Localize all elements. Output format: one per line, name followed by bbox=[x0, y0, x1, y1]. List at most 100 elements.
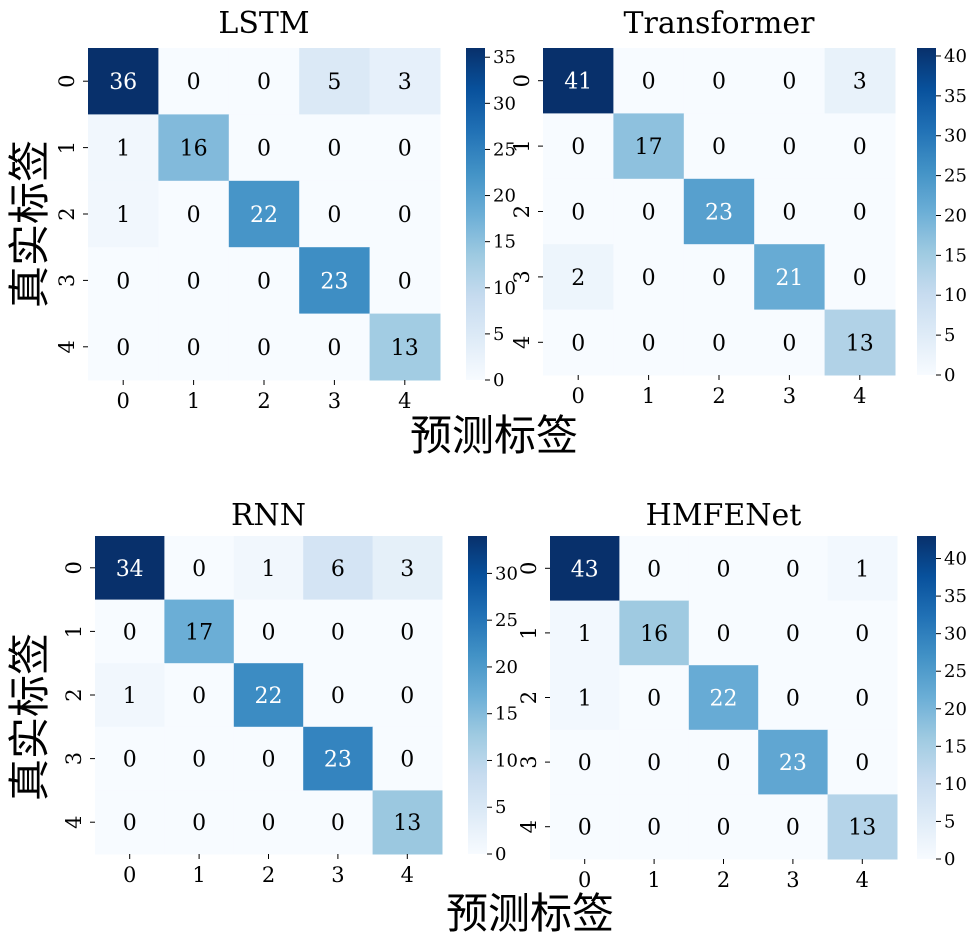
heatmap-cell bbox=[228, 247, 300, 315]
cell-value-label: 0 bbox=[257, 137, 271, 162]
x-tick-label: 2 bbox=[262, 863, 275, 887]
cell-value-label: 0 bbox=[571, 201, 585, 226]
cell-value-label: 0 bbox=[398, 203, 412, 228]
y-tick-label: 1 bbox=[517, 626, 541, 639]
heatmap-cell bbox=[550, 536, 620, 602]
heatmap-cell bbox=[754, 113, 826, 180]
y-tick-label: 0 bbox=[510, 74, 534, 87]
cell-value-label: 0 bbox=[786, 816, 800, 841]
colorbar-tick-label: 0 bbox=[944, 365, 955, 386]
y-tick-label: 3 bbox=[62, 752, 86, 765]
heatmap-cell bbox=[372, 599, 443, 664]
cell-value-label: 13 bbox=[846, 331, 874, 356]
heatmap-cell bbox=[228, 114, 300, 182]
cell-value-label: 1 bbox=[578, 622, 592, 647]
colorbar-tick-label: 20 bbox=[493, 186, 516, 207]
cell-value-label: 41 bbox=[564, 70, 592, 95]
heatmap-cell bbox=[164, 599, 235, 664]
colorbar-tick-label: 0 bbox=[495, 844, 506, 865]
heatmap-cell bbox=[158, 48, 230, 115]
cell-value-label: 1 bbox=[578, 687, 592, 712]
cell-value-label: 0 bbox=[786, 557, 800, 582]
cell-value-label: 0 bbox=[400, 684, 414, 709]
cell-value-label: 0 bbox=[647, 687, 661, 712]
heatmap-cell bbox=[543, 113, 614, 180]
heatmap-cell bbox=[688, 729, 759, 795]
y-tick-label: 4 bbox=[510, 336, 534, 349]
heatmap-cell bbox=[369, 180, 441, 248]
x-tick-label: 0 bbox=[117, 389, 130, 413]
cell-value-label: 0 bbox=[327, 203, 341, 228]
cell-value-label: 0 bbox=[853, 201, 867, 226]
heatmap-cell bbox=[827, 794, 898, 860]
colorbar-tick-label: 10 bbox=[944, 774, 967, 795]
heatmap-cell bbox=[613, 48, 685, 114]
heatmap-cell bbox=[369, 48, 441, 115]
heatmap-cell bbox=[303, 726, 374, 791]
cell-value-label: 13 bbox=[391, 336, 419, 361]
x-tick-label: 3 bbox=[331, 863, 344, 887]
heatmap-cell bbox=[824, 113, 896, 180]
heatmap-cell bbox=[688, 794, 759, 860]
cell-value-label: 16 bbox=[640, 622, 668, 647]
cell-value-label: 0 bbox=[262, 620, 276, 645]
heatmap-cell bbox=[758, 794, 829, 860]
heatmap-cell bbox=[550, 729, 620, 795]
y-tick-label: 1 bbox=[510, 139, 534, 152]
cell-value-label: 0 bbox=[187, 203, 201, 228]
heatmap-cell bbox=[88, 48, 159, 115]
cell-value-label: 17 bbox=[185, 620, 213, 645]
heatmap-cell bbox=[88, 114, 159, 182]
cell-value-label: 0 bbox=[782, 201, 796, 226]
cell-value-label: 0 bbox=[327, 336, 341, 361]
colorbar-tick-label: 25 bbox=[493, 139, 516, 160]
heatmap-cell bbox=[299, 247, 371, 315]
cell-value-label: 23 bbox=[324, 748, 352, 773]
cell-value-label: 0 bbox=[327, 137, 341, 162]
heatmap-cell bbox=[619, 794, 690, 860]
heatmap-cell bbox=[758, 729, 829, 795]
heatmap-title: RNN bbox=[231, 498, 306, 533]
cell-value-label: 0 bbox=[192, 811, 206, 836]
heatmap-cell bbox=[543, 48, 614, 114]
x-tick-label: 4 bbox=[856, 868, 869, 892]
cell-value-label: 3 bbox=[853, 70, 867, 95]
cell-value-label: 0 bbox=[782, 70, 796, 95]
y-tick-label: 4 bbox=[62, 816, 86, 829]
colorbar-tick-label: 10 bbox=[944, 285, 967, 306]
y-tick-label: 2 bbox=[510, 205, 534, 218]
colorbar bbox=[468, 536, 487, 854]
colorbar-tick-label: 5 bbox=[493, 324, 504, 345]
colorbar-tick-label: 30 bbox=[944, 126, 967, 147]
y-tick-label: 2 bbox=[55, 207, 79, 220]
heatmap-title: Transformer bbox=[623, 6, 815, 41]
heatmap-cell bbox=[233, 599, 304, 664]
colorbar-tick-label: 20 bbox=[495, 657, 518, 678]
y-tick-label: 0 bbox=[517, 562, 541, 575]
heatmap-cell bbox=[372, 663, 443, 728]
cell-value-label: 0 bbox=[786, 687, 800, 712]
cell-value-label: 0 bbox=[331, 811, 345, 836]
heatmap-cell bbox=[754, 244, 826, 311]
heatmap-cell bbox=[233, 790, 304, 855]
x-tick-label: 3 bbox=[786, 868, 799, 892]
heatmap-cell bbox=[827, 600, 898, 666]
cell-value-label: 0 bbox=[571, 135, 585, 160]
heatmap-cell bbox=[613, 113, 685, 180]
heatmap-cell bbox=[688, 665, 759, 731]
cell-value-label: 0 bbox=[712, 70, 726, 95]
x-tick-label: 0 bbox=[572, 384, 585, 408]
x-tick-label: 2 bbox=[717, 868, 730, 892]
cell-value-label: 36 bbox=[109, 70, 137, 95]
x-tick-label: 4 bbox=[398, 389, 411, 413]
heatmap-cell bbox=[233, 726, 304, 791]
cell-value-label: 0 bbox=[647, 751, 661, 776]
heatmap-cell bbox=[303, 790, 374, 855]
colorbar-tick-label: 40 bbox=[944, 46, 967, 67]
cell-value-label: 0 bbox=[400, 620, 414, 645]
heatmap-cell bbox=[824, 48, 896, 114]
heatmap-cell bbox=[683, 48, 755, 114]
